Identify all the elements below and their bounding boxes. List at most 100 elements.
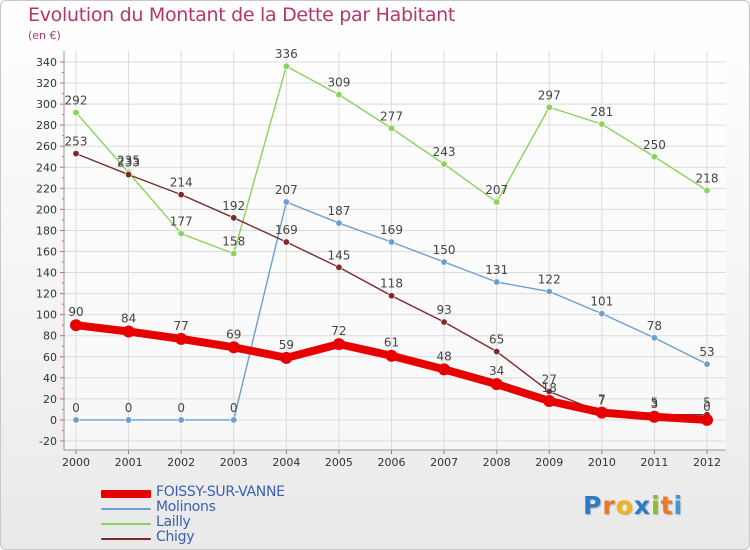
y-tick-label: -20 — [39, 435, 57, 448]
data-point — [387, 124, 395, 132]
y-tick-label: 320 — [36, 77, 57, 90]
data-label: 93 — [436, 303, 451, 317]
legend-swatch — [101, 523, 151, 525]
data-point — [545, 288, 553, 296]
data-label: 72 — [331, 324, 346, 338]
data-point — [703, 360, 711, 368]
y-tick-label: 280 — [36, 119, 57, 132]
data-point — [701, 413, 713, 426]
x-tick-label: 2007 — [430, 456, 458, 469]
x-tick-label: 2008 — [483, 456, 511, 469]
data-label: 90 — [68, 305, 83, 319]
x-tick-label: 2009 — [535, 456, 563, 469]
data-label: 59 — [279, 338, 294, 352]
data-point — [282, 238, 290, 246]
data-label: 150 — [433, 243, 456, 257]
x-tick-label: 2001 — [115, 456, 143, 469]
y-tick-label: 180 — [36, 224, 57, 237]
x-tick-label: 2003 — [220, 456, 248, 469]
data-point — [280, 351, 293, 364]
legend-item: FOISSY-SUR-VANNE — [101, 484, 361, 501]
legend-label: Lailly — [156, 514, 191, 530]
x-tick-label: 2005 — [325, 456, 353, 469]
y-tick-label: 200 — [36, 203, 57, 216]
logo-letter: i — [673, 491, 684, 520]
y-tick-label: 80 — [43, 330, 57, 343]
data-label: 101 — [590, 295, 613, 309]
y-tick-label: 140 — [36, 267, 57, 280]
data-label: 65 — [489, 333, 504, 347]
legend-swatch — [101, 508, 151, 510]
data-label: 277 — [380, 109, 403, 123]
data-point — [490, 378, 503, 391]
data-point — [545, 388, 553, 396]
y-tick-label: 220 — [36, 182, 57, 195]
data-point — [332, 338, 345, 351]
data-point — [598, 120, 606, 128]
data-point — [230, 416, 238, 424]
data-label: 192 — [222, 199, 245, 213]
data-label: 218 — [696, 171, 719, 185]
legend-swatch — [101, 538, 151, 540]
data-point — [650, 153, 658, 161]
data-label: 177 — [170, 215, 193, 229]
data-label: 48 — [436, 349, 451, 363]
legend-item: Chigy — [101, 529, 361, 546]
data-label: 145 — [327, 248, 350, 262]
data-point — [440, 258, 448, 266]
data-label: 7 — [598, 393, 606, 407]
data-label: 207 — [275, 183, 298, 197]
data-label: 18 — [542, 381, 557, 395]
data-label: 7 — [598, 394, 606, 408]
data-label: 61 — [384, 336, 399, 350]
logo-letter: t — [660, 491, 674, 520]
data-point — [282, 198, 290, 206]
x-tick-label: 2010 — [588, 456, 616, 469]
data-label: 3 — [651, 397, 659, 411]
data-point — [545, 103, 553, 111]
legend-label: FOISSY-SUR-VANNE — [156, 484, 285, 500]
logo-letter: i — [651, 491, 661, 520]
x-tick-label: 2000 — [62, 456, 90, 469]
data-point — [598, 310, 606, 318]
logo-letter: x — [633, 491, 651, 520]
data-label: 187 — [327, 204, 350, 218]
y-tick-label: 20 — [43, 393, 57, 406]
data-point — [387, 292, 395, 300]
data-point — [72, 150, 80, 158]
data-label: 0 — [125, 401, 133, 415]
plot-area — [64, 51, 726, 450]
data-label: 309 — [327, 76, 350, 90]
logo-letter: P — [583, 491, 603, 520]
chart-title: Evolution du Montant de la Dette par Hab… — [28, 4, 456, 26]
data-point — [493, 198, 501, 206]
data-label: 169 — [380, 223, 403, 237]
data-point — [650, 334, 658, 342]
data-point — [175, 332, 188, 345]
data-label: 207 — [485, 183, 508, 197]
data-label: 131 — [485, 263, 508, 277]
y-tick-label: 0 — [50, 414, 57, 427]
legend-swatch — [101, 490, 151, 498]
logo-letter: r — [602, 491, 616, 520]
data-label: 214 — [170, 176, 193, 190]
data-label: 292 — [65, 94, 88, 108]
data-point — [227, 341, 240, 354]
data-point — [493, 348, 501, 356]
data-point — [122, 325, 135, 338]
proxiti-logo: Proxiti — [583, 491, 683, 520]
data-label: 0 — [177, 401, 185, 415]
data-label: 53 — [699, 345, 714, 359]
data-label: 0 — [230, 401, 238, 415]
data-point — [282, 62, 290, 70]
chart-unit: (en €) — [28, 29, 61, 42]
data-label: 243 — [433, 145, 456, 159]
data-point — [335, 263, 343, 271]
data-point — [125, 171, 133, 179]
data-label: 118 — [380, 277, 403, 291]
y-tick-label: 160 — [36, 246, 57, 259]
legend-label: Molinons — [156, 499, 216, 515]
x-tick-label: 2012 — [693, 456, 721, 469]
